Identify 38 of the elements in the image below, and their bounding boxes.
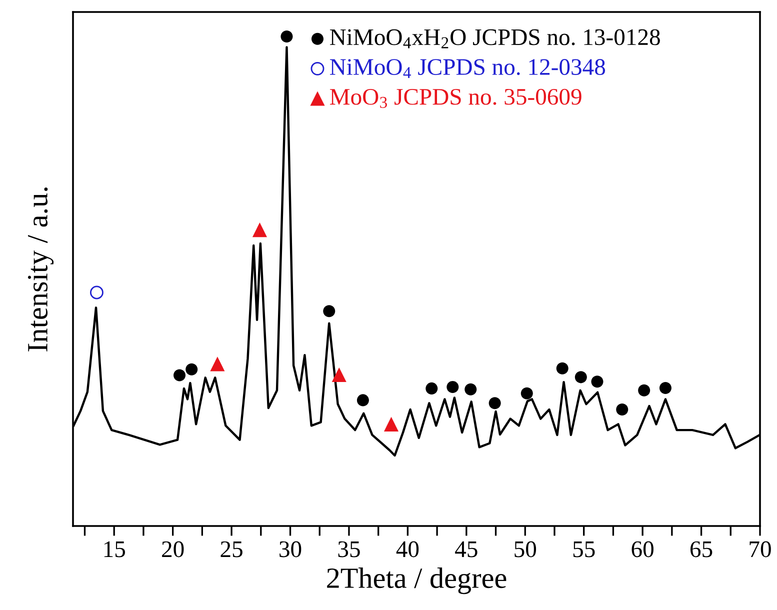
x-tick-label: 45	[455, 541, 478, 558]
point	[520, 387, 533, 400]
x-tick-label: 70	[750, 541, 771, 558]
point	[210, 356, 225, 372]
point	[556, 362, 568, 374]
x-tick-label: 15	[104, 541, 125, 558]
point	[174, 369, 186, 382]
x-tick-label: 65	[690, 541, 712, 558]
point	[186, 363, 198, 376]
point	[384, 416, 399, 432]
point	[638, 384, 650, 396]
point	[659, 382, 672, 394]
point	[446, 380, 459, 393]
y-axis-title: Intensity / a.u.	[28, 187, 54, 352]
point	[356, 394, 369, 406]
x-tick-label: 35	[338, 541, 360, 558]
x-tick-label: 55	[573, 542, 595, 558]
x-tick-label: 20	[162, 541, 184, 558]
point	[426, 382, 438, 394]
legend-label: NiMoO$_{4}$ JCPDS no. 12-0348	[330, 59, 606, 78]
point	[464, 383, 477, 396]
point	[323, 305, 336, 318]
point	[574, 371, 587, 384]
point	[616, 403, 628, 416]
point	[280, 30, 293, 42]
x-tick-label: 40	[396, 541, 419, 558]
x-tick-label: 50	[514, 541, 536, 558]
legend-label: MoO$_{3}$ JCPDS no. 35-0609	[330, 88, 582, 108]
legend-label: NiMoO$_{4}$xH$_{2}$O JCPDS no. 13-0128	[330, 29, 660, 48]
point	[591, 376, 604, 388]
point	[90, 286, 104, 300]
x-tick-label: 30	[280, 541, 302, 558]
x-tick-label: 60	[632, 541, 654, 558]
point	[252, 222, 268, 238]
point	[332, 367, 346, 382]
x-tick-label: 25	[220, 541, 242, 558]
point	[488, 397, 501, 410]
x-axis-title: 2Theta / degree	[327, 568, 506, 594]
